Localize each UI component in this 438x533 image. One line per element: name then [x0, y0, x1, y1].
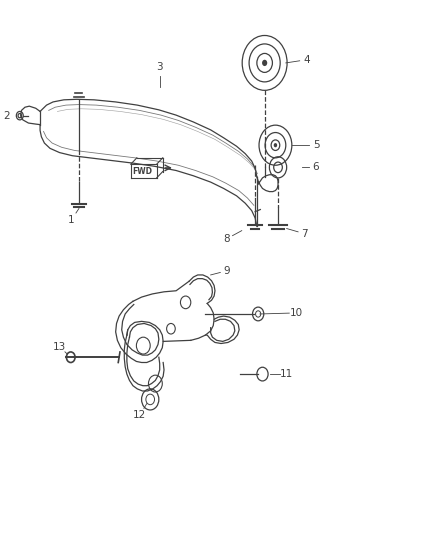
Text: 3: 3: [156, 62, 163, 72]
Text: 2: 2: [4, 111, 10, 120]
Text: 6: 6: [313, 163, 319, 172]
Text: 11: 11: [280, 369, 293, 379]
Text: 9: 9: [224, 266, 230, 276]
Text: 7: 7: [301, 229, 308, 239]
Circle shape: [274, 143, 277, 147]
Circle shape: [262, 60, 267, 66]
Text: 12: 12: [133, 410, 146, 420]
Text: 13: 13: [53, 342, 66, 352]
Text: 8: 8: [223, 234, 230, 244]
Text: 10: 10: [290, 308, 303, 318]
Text: FWD: FWD: [132, 166, 152, 175]
Text: 1: 1: [68, 215, 75, 224]
Text: 5: 5: [313, 140, 319, 150]
Text: 4: 4: [303, 55, 310, 64]
